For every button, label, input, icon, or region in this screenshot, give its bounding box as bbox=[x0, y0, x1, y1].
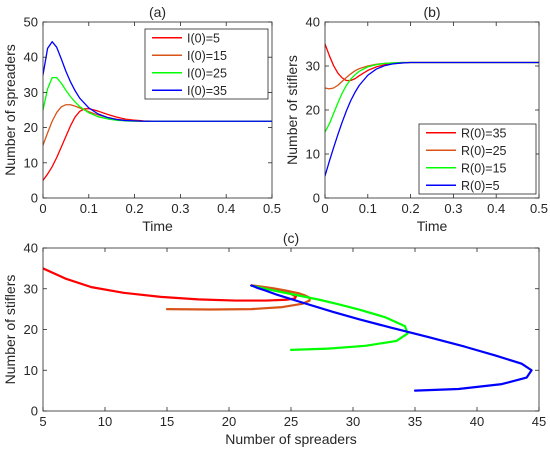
y-tick-label: 40 bbox=[24, 50, 38, 65]
y-tick-label: 30 bbox=[24, 85, 38, 100]
series-line-4 bbox=[250, 284, 533, 392]
legend-label-4: R(0)=5 bbox=[461, 179, 500, 193]
legend: I(0)=5 I(0)=15 I(0)=25 I(0)=35 bbox=[144, 28, 269, 100]
x-tick-label: 0.1 bbox=[359, 201, 377, 216]
legend-label-2: I(0)=15 bbox=[187, 49, 227, 63]
x-tick-label: 25 bbox=[284, 414, 298, 429]
legend-label-2: R(0)=25 bbox=[461, 144, 507, 158]
y-tick-label: 0 bbox=[313, 191, 320, 206]
x-tick-label: 40 bbox=[470, 414, 484, 429]
series-group bbox=[43, 267, 533, 392]
x-tick-label: 0.5 bbox=[530, 201, 548, 216]
chart-title: (a) bbox=[149, 4, 166, 20]
axes-box bbox=[42, 21, 273, 199]
chart-title: (c) bbox=[283, 230, 299, 246]
series-group bbox=[43, 41, 272, 182]
x-axis-label: Time bbox=[142, 218, 173, 234]
x-tick-label: 5 bbox=[39, 414, 46, 429]
y-tick-label: 10 bbox=[24, 363, 38, 378]
x-tick-label: 0.5 bbox=[263, 201, 281, 216]
x-tick-label: 15 bbox=[160, 414, 174, 429]
y-tick-label: 0 bbox=[31, 404, 38, 419]
legend-label-3: I(0)=25 bbox=[187, 66, 227, 80]
y-axis-label: Number of stiflers bbox=[2, 275, 18, 385]
legend: R(0)=35 R(0)=25 R(0)=15 R(0)=5 bbox=[418, 123, 537, 195]
x-tick-label: 20 bbox=[222, 414, 236, 429]
y-tick-label: 30 bbox=[24, 281, 38, 296]
legend-box bbox=[418, 123, 537, 195]
x-tick-label: 0 bbox=[39, 201, 46, 216]
x-tick-label: 30 bbox=[346, 414, 360, 429]
chart-c: 5 10 15 20 25 30 35 40 45 0 10 20 30 40 (c) Number of s… bbox=[2, 230, 546, 447]
x-tick-label: 35 bbox=[408, 414, 422, 429]
legend-label-4: I(0)=35 bbox=[187, 84, 227, 98]
y-tick-label: 50 bbox=[24, 15, 38, 30]
legend-label-1: I(0)=5 bbox=[187, 31, 220, 45]
y-tick-label: 30 bbox=[306, 59, 320, 74]
x-tick-label: 0.4 bbox=[217, 201, 235, 216]
plot-area bbox=[43, 248, 539, 411]
x-tick-label: 0 bbox=[321, 201, 328, 216]
y-tick-label: 20 bbox=[24, 322, 38, 337]
series-line-4 bbox=[325, 61, 539, 177]
series-group bbox=[325, 43, 539, 177]
legend-label-1: R(0)=35 bbox=[461, 126, 507, 140]
x-tick-label: 0.1 bbox=[80, 201, 98, 216]
chart-a: 0 0.1 0.2 0.3 0.4 0.5 0 10 20 30 40 50 (a) Time Number… bbox=[2, 4, 281, 234]
x-tick-label: 10 bbox=[98, 414, 112, 429]
y-tick-label: 0 bbox=[31, 191, 38, 206]
y-tick-label: 10 bbox=[306, 147, 320, 162]
legend-box bbox=[144, 28, 269, 100]
y-axis-label: Number of spreaders bbox=[2, 44, 18, 176]
y-tick-label: 20 bbox=[306, 103, 320, 118]
y-tick-label: 20 bbox=[24, 120, 38, 135]
y-tick-label: 10 bbox=[24, 155, 38, 170]
series-line-4 bbox=[43, 41, 272, 122]
x-axis-label: Number of spreaders bbox=[225, 431, 357, 447]
x-tick-label: 0.3 bbox=[171, 201, 189, 216]
legend-label-3: R(0)=15 bbox=[461, 161, 507, 175]
x-tick-label: 0.2 bbox=[402, 201, 420, 216]
y-axis-label: Number of stiflers bbox=[284, 55, 300, 165]
x-tick-label: 0.3 bbox=[444, 201, 462, 216]
x-tick-label: 45 bbox=[532, 414, 546, 429]
x-tick-label: 0.4 bbox=[487, 201, 505, 216]
chart-b: 0 0.1 0.2 0.3 0.4 0.5 0 10 20 30 40 (b) Time Number o… bbox=[284, 4, 548, 234]
chart-title: (b) bbox=[423, 4, 440, 20]
x-tick-label: 0.2 bbox=[126, 201, 144, 216]
y-tick-label: 40 bbox=[24, 241, 38, 256]
y-tick-label: 40 bbox=[306, 15, 320, 30]
x-axis-label: Time bbox=[417, 218, 448, 234]
